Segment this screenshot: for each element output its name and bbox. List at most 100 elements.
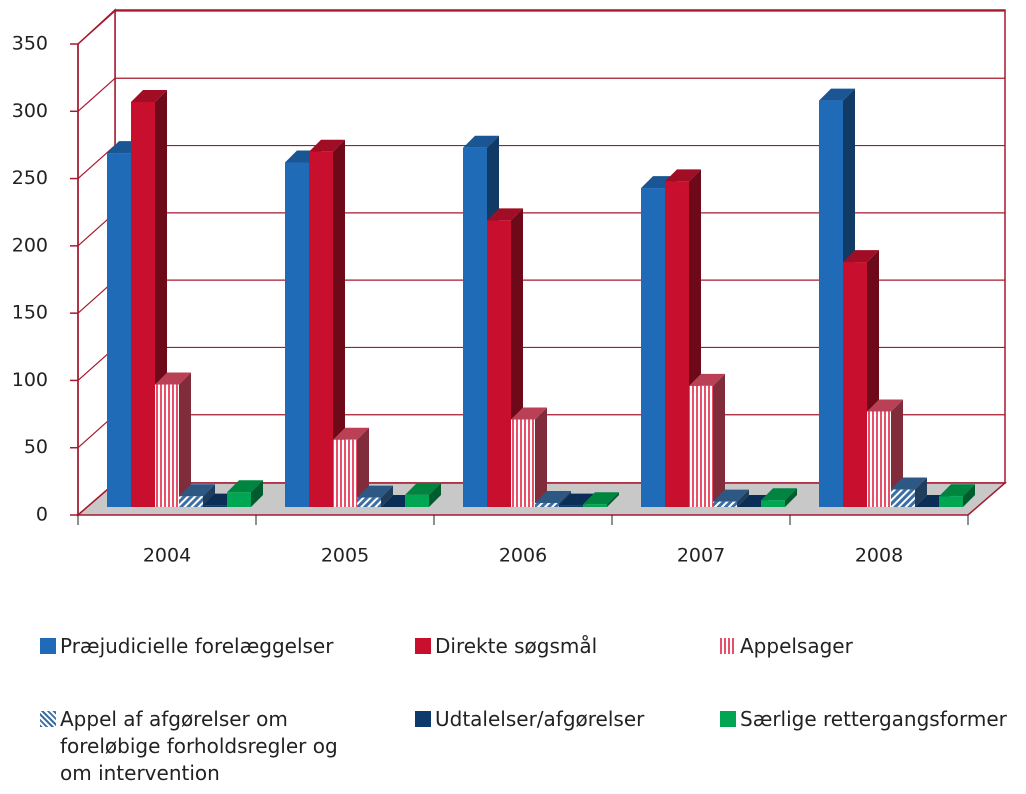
legend-swatch [40,638,56,654]
bar-top [665,169,701,182]
bar [227,492,251,507]
bar [689,385,713,507]
legend-swatch [415,638,431,654]
x-tick-label: 2006 [499,545,547,567]
bar [641,188,665,507]
bar [819,100,843,507]
bar-side [333,139,345,507]
bar-top [689,373,725,386]
legend-label: Udtalelser/afgørelser [435,707,645,731]
legend-label: Direkte søgsmål [435,634,598,658]
bar [405,494,429,507]
bar-top [867,399,903,412]
legend-item: Appelsager [720,633,853,660]
legend-label: Præjudicielle forelæggelser [60,634,334,658]
bar-top [309,139,345,152]
legend-label: Appelsager [740,634,853,658]
bar [559,505,583,507]
legend-item: Særlige rettergangsformer [720,706,1007,733]
bar-top [843,250,879,263]
y-tick-label: 150 [12,302,48,324]
bar-side [607,492,619,507]
legend-item: Direkte søgsmål [415,633,597,660]
bar-side [713,373,725,507]
bar [713,501,737,507]
bar-top [357,485,393,498]
y-tick-label: 100 [12,369,48,391]
bar-top [333,427,369,440]
bar-side [737,489,749,507]
legend-swatch [720,638,736,654]
bar [939,496,963,507]
bar-top [535,490,571,503]
bar-side [785,488,797,507]
bar-top [583,492,619,505]
bar [285,162,309,508]
y-tick-label: 250 [12,167,48,189]
legend-swatch [415,711,431,727]
bar-side [203,484,215,507]
bar-top [487,208,523,221]
bar-side [251,480,263,507]
y-tick-label: 200 [12,234,48,256]
bar-side [357,427,369,507]
bar [665,181,689,507]
x-tick-label: 2005 [321,545,369,567]
bar [357,497,381,507]
bar-side [179,372,191,507]
bar [333,439,357,507]
legend-swatch [720,711,736,727]
bar-top [761,488,797,501]
y-tick-label: 350 [12,33,48,55]
bar-top [713,489,749,502]
bar [535,502,559,507]
bar-top [939,484,975,497]
bar [843,262,867,507]
bar [309,151,333,507]
bar-top [405,482,441,495]
y-tick-label: 50 [24,436,48,458]
bar-side [891,399,903,507]
bar-side [381,485,393,507]
bar [107,153,131,507]
y-tick-label: 300 [12,100,48,122]
bar-top [511,407,547,420]
bar-side [535,407,547,507]
legend-label: Særlige rettergangsformer [740,707,1007,731]
bar [867,411,891,507]
grid-line [77,77,116,112]
bar [179,496,203,507]
grid-line [77,10,116,45]
legend-item: Appel af afgørelser om foreløbige forhol… [40,706,360,787]
bar-side [915,477,927,507]
bar-top [131,89,167,102]
x-tick-label: 2007 [677,545,725,567]
bar-side [429,482,441,507]
grid-line [77,145,116,180]
legend-item: Udtalelser/afgørelser [415,706,644,733]
bar [463,147,487,508]
bar-top [463,135,499,148]
legend-swatch [40,711,56,727]
bar-side [963,484,975,507]
bar-top [179,484,215,497]
bar-top [227,480,263,493]
bar [761,500,785,507]
bar [583,504,607,507]
bar [155,384,179,507]
bar [511,419,535,507]
x-tick-label: 2004 [143,545,191,567]
bar [487,220,511,507]
x-tick-label: 2008 [855,545,903,567]
y-tick-label: 0 [36,504,48,526]
bar-top [155,372,191,385]
bar [203,505,227,507]
bar-top [891,477,927,490]
bar [131,101,155,507]
chart: 0 50 100 150 200 250 300 350 2004 2005 2006 2007 200… [12,8,1008,567]
bar-top [819,88,855,101]
legend-item: Præjudicielle forelæggelser [40,633,333,660]
bar [891,489,915,507]
legend-label: Appel af afgørelser om foreløbige forhol… [60,707,338,785]
